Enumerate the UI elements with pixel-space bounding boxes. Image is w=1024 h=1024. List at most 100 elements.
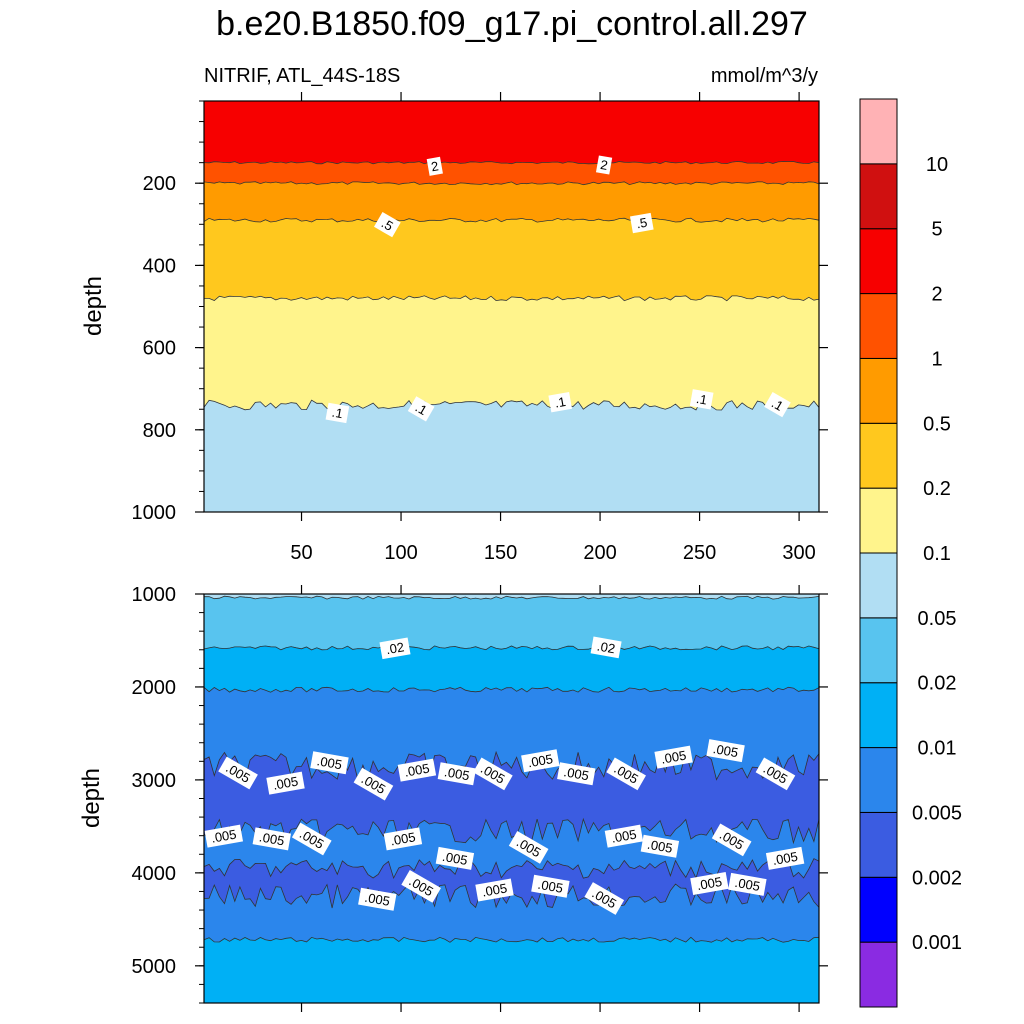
contour-label-text: .005	[443, 764, 471, 783]
contour-label: .005	[252, 827, 291, 851]
contour-label-text: .005	[660, 748, 688, 767]
colorbar-swatch	[859, 941, 898, 1008]
contour-label-box	[584, 882, 625, 915]
contour-label-box	[521, 749, 560, 773]
contour-label: .005	[604, 824, 644, 848]
contour-band	[203, 595, 820, 651]
contour-label-box	[383, 827, 423, 851]
y-tick-label: 4000	[132, 863, 177, 885]
contour-line	[203, 595, 820, 600]
contour-label-box	[548, 392, 573, 413]
x-tick-label: 250	[683, 542, 716, 564]
x-tick-label: 300	[782, 542, 815, 564]
contour-band	[203, 295, 820, 411]
contour-label: .1	[325, 402, 350, 424]
contour-label-box	[531, 874, 570, 898]
upper-panel-contour-labels: 2 2 .5 .5 .1 .1 .1 .1 .1	[325, 155, 791, 424]
contour-label-box	[397, 758, 437, 782]
contour-label-box	[755, 757, 796, 791]
contour-label: .005	[765, 846, 805, 870]
contour-label-text: .1	[695, 391, 708, 408]
contour-line	[203, 750, 820, 781]
contour-label: .005	[521, 749, 560, 773]
lower-panel-ticks: 1000 2000 3000 4000 5000	[132, 584, 828, 1012]
contour-label-box	[353, 767, 394, 801]
contour-label: .5	[374, 212, 401, 238]
contour-label-text: .005	[316, 753, 344, 772]
contour-label-text: .1	[331, 405, 344, 422]
contour-band	[203, 100, 820, 165]
contour-band	[203, 936, 820, 1004]
contour-label: .1	[407, 396, 435, 422]
lower-panel-contour-labels: .02 .02 .005 .005 .005 .005 .005 .005 .005 .005 .0…	[204, 636, 805, 915]
contour-label-box	[654, 745, 693, 769]
colorbar-swatch	[859, 617, 898, 684]
lower-panel-contour-lines	[203, 595, 820, 943]
contour-label: .005	[706, 739, 745, 763]
contour-label-text: .005	[210, 827, 238, 846]
y-tick-label: 600	[143, 338, 176, 360]
contour-label-text: .005	[527, 751, 555, 770]
figure-title: b.e20.B1850.f09_g17.pi_control.all.297	[216, 5, 808, 43]
contour-label-box	[374, 212, 401, 238]
y-tick-label: 400	[143, 255, 176, 277]
contour-label-box	[557, 762, 596, 786]
colorbar-swatch	[859, 487, 898, 554]
lower-y-axis-label: depth	[78, 768, 105, 828]
contour-label: .005	[358, 887, 397, 911]
x-tick-label: 150	[484, 542, 517, 564]
contour-label-box	[728, 872, 767, 896]
contour-label-box	[606, 757, 646, 791]
contour-label: .005	[310, 751, 349, 775]
colorbar-label: 0.5	[923, 413, 951, 435]
contour-label-text: .005	[537, 877, 565, 896]
upper-panel-contour-lines	[203, 161, 820, 411]
colorbar-label: 0.05	[918, 608, 957, 630]
y-tick-label: 2000	[132, 677, 177, 699]
contour-label: .005	[397, 758, 437, 782]
upper-panel: 2 2 .5 .5 .1 .1 .1 .1 .1 200 400 600 800 1000 50 100 15…	[80, 92, 828, 564]
contour-label-text: .02	[385, 639, 405, 657]
contour-label: .02	[590, 636, 622, 659]
contour-line	[203, 817, 820, 845]
contour-label-text: .005	[403, 761, 431, 780]
contour-label-box	[690, 872, 729, 896]
colorbar-label: 0.01	[918, 738, 957, 760]
subtitle-right: mmol/m^3/y	[711, 65, 818, 87]
contour-label: .005	[654, 745, 693, 769]
contour-label-text: .005	[610, 827, 638, 846]
contour-label: .005	[383, 827, 423, 851]
colorbar-label: 2	[931, 284, 942, 306]
contour-label-box	[310, 751, 349, 775]
contour-label-text: .005	[563, 764, 591, 783]
contour-label-text: .005	[258, 829, 286, 848]
colorbar-label: 0.02	[918, 673, 957, 695]
contour-label: .005	[266, 771, 305, 795]
x-tick-label: 200	[583, 542, 616, 564]
contour-label: .005	[437, 762, 477, 786]
contour-label-box	[291, 822, 332, 856]
contour-band	[203, 645, 820, 693]
contour-label-text: .1	[554, 394, 567, 411]
x-tick-label: 100	[384, 542, 417, 564]
colorbar-swatch	[859, 811, 898, 878]
contour-label-text: .005	[712, 741, 740, 760]
colorbar-swatch	[859, 98, 898, 165]
colorbar-swatch	[859, 228, 898, 295]
contour-label-text: .005	[696, 874, 724, 893]
colorbar-swatch	[859, 293, 898, 359]
contour-line	[203, 161, 820, 165]
contour-label: 2	[595, 155, 613, 175]
contour-band	[203, 399, 820, 513]
contour-line	[203, 645, 820, 651]
colorbar-swatch	[859, 747, 898, 813]
contour-line	[203, 936, 820, 943]
contour-line	[203, 399, 820, 411]
contour-label-box	[764, 392, 791, 418]
y-tick-label: 1000	[132, 502, 177, 524]
contour-label-text: 2	[599, 157, 609, 173]
y-tick-label: 1000	[132, 584, 177, 606]
contour-label-box	[325, 402, 350, 424]
upper-panel-ticks: 200 400 600 800 1000 50 100 150 200 250 300	[132, 92, 828, 564]
contour-label-box	[706, 739, 745, 763]
